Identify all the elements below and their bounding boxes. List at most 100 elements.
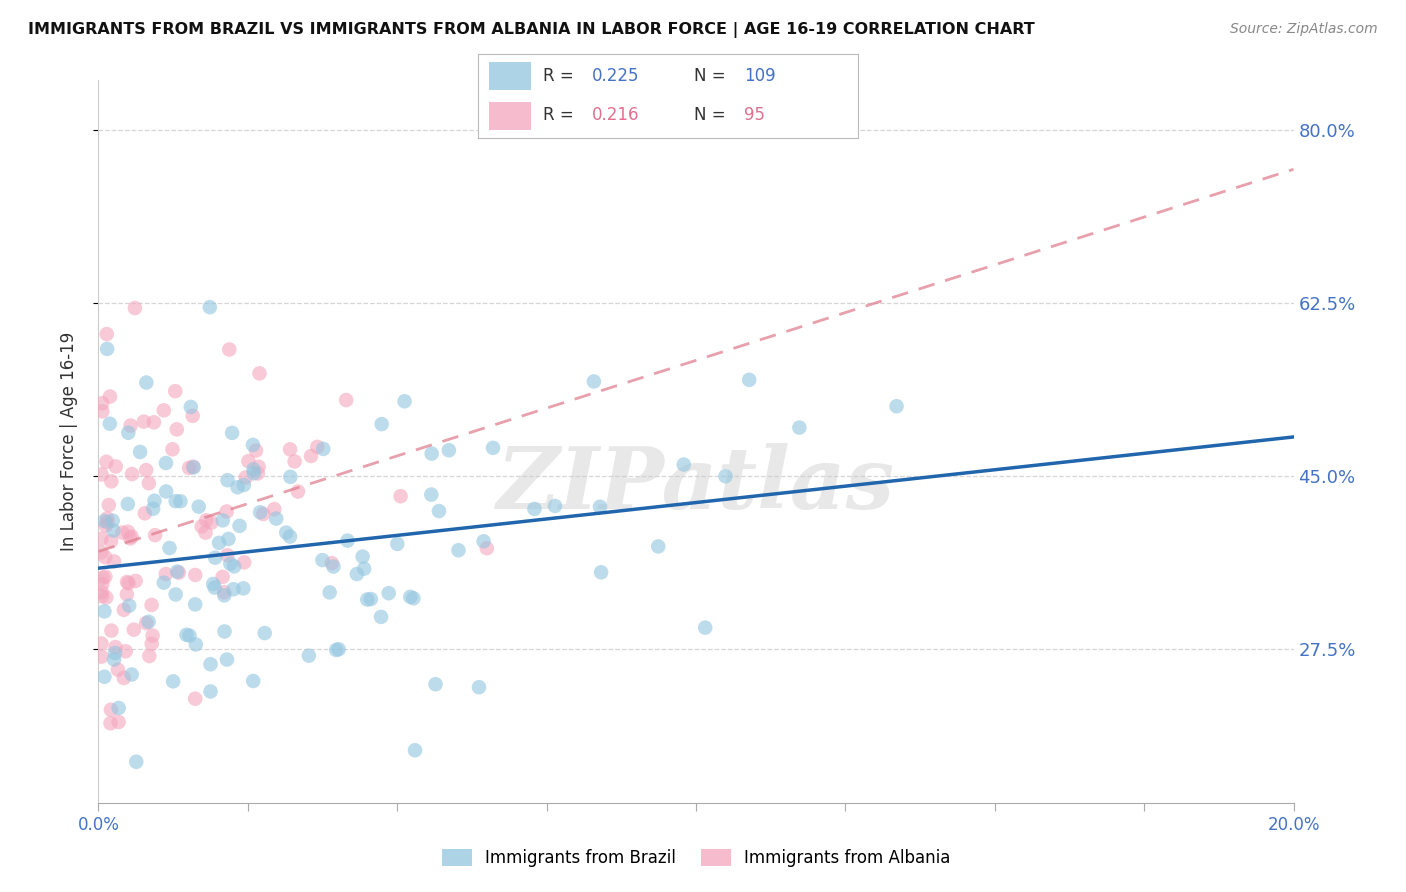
Text: N =: N = — [695, 67, 731, 85]
Text: R =: R = — [543, 106, 579, 124]
Point — [117, 425, 139, 440]
Point — [447, 543, 470, 558]
Point — [307, 440, 329, 454]
Point — [90, 467, 112, 482]
Point — [100, 716, 122, 731]
Point — [97, 498, 120, 512]
Point — [226, 480, 249, 494]
Point — [263, 502, 285, 516]
Point — [195, 513, 218, 527]
Point — [93, 670, 115, 684]
Text: 109: 109 — [744, 67, 775, 85]
Point — [211, 513, 233, 527]
Point — [103, 524, 125, 538]
Point — [91, 571, 114, 585]
Point — [276, 525, 298, 540]
Point — [420, 487, 443, 501]
Point — [335, 393, 357, 408]
Point — [222, 582, 245, 597]
Point — [232, 478, 254, 492]
Point — [399, 590, 422, 604]
Point — [91, 577, 114, 591]
Point — [219, 557, 242, 571]
Point — [243, 467, 266, 481]
Point — [115, 574, 138, 589]
Legend: Immigrants from Brazil, Immigrants from Albania: Immigrants from Brazil, Immigrants from … — [434, 842, 957, 874]
Point — [107, 701, 129, 715]
Point — [235, 470, 257, 484]
Text: 0.225: 0.225 — [592, 67, 640, 85]
Point — [184, 598, 207, 612]
Point — [125, 755, 148, 769]
Point — [328, 642, 350, 657]
Point — [91, 404, 114, 418]
Point — [104, 459, 127, 474]
Point — [252, 507, 274, 521]
Point — [322, 559, 344, 574]
Point — [94, 518, 117, 533]
Point — [90, 589, 112, 603]
Point — [287, 484, 309, 499]
Point — [202, 577, 225, 591]
Point — [714, 469, 737, 483]
Point — [135, 376, 157, 390]
Point — [117, 576, 139, 591]
Point — [141, 598, 163, 612]
Point — [217, 549, 239, 563]
Point — [117, 497, 139, 511]
Point — [370, 417, 392, 431]
Point — [121, 467, 143, 481]
Point — [143, 528, 166, 542]
Point — [101, 514, 124, 528]
Point — [96, 455, 118, 469]
Point — [420, 447, 443, 461]
Point — [387, 537, 409, 551]
Point — [647, 540, 669, 554]
Point — [142, 501, 165, 516]
Point — [311, 553, 333, 567]
Point — [242, 673, 264, 688]
Point — [253, 626, 276, 640]
Point — [321, 556, 343, 570]
Point — [165, 384, 187, 399]
Point — [96, 327, 118, 342]
Y-axis label: In Labor Force | Age 16-19: In Labor Force | Age 16-19 — [59, 332, 77, 551]
Point — [138, 615, 160, 629]
Point — [100, 475, 122, 489]
Point — [143, 493, 166, 508]
Point — [90, 585, 112, 599]
Point — [184, 691, 207, 706]
Point — [155, 484, 177, 499]
Point — [247, 459, 270, 474]
Point — [695, 621, 717, 635]
Point — [167, 566, 190, 580]
Point — [138, 648, 160, 663]
Point — [217, 473, 239, 487]
Point — [142, 628, 165, 642]
Point — [425, 677, 447, 691]
Text: 0.216: 0.216 — [592, 106, 640, 124]
Point — [582, 375, 605, 389]
Point — [194, 525, 217, 540]
Text: 95: 95 — [744, 106, 765, 124]
Point — [114, 644, 136, 658]
Point — [190, 519, 212, 533]
Point — [181, 409, 204, 423]
Point — [112, 603, 135, 617]
Point — [100, 534, 122, 549]
Point — [249, 367, 271, 381]
Point — [264, 511, 287, 525]
Point — [103, 652, 125, 666]
Point — [98, 417, 121, 431]
Point — [100, 703, 122, 717]
Point — [299, 449, 322, 463]
Point — [120, 418, 142, 433]
Point — [129, 445, 152, 459]
Point — [90, 636, 112, 650]
Point — [280, 470, 302, 484]
Point — [90, 532, 112, 546]
Point — [238, 454, 260, 468]
Point — [475, 541, 498, 556]
Point — [96, 516, 118, 530]
Point — [427, 504, 450, 518]
